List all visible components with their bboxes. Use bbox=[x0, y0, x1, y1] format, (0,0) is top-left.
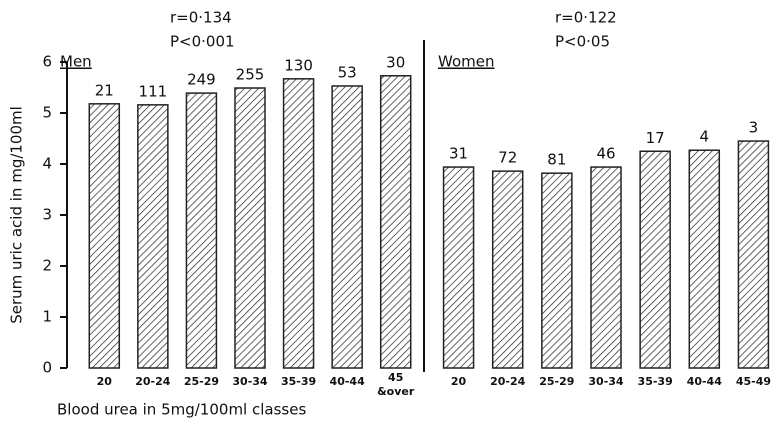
y-axis-label: Serum uric acid in mg/100ml bbox=[8, 106, 26, 324]
panel-title: Women bbox=[438, 53, 494, 71]
bar bbox=[442, 166, 475, 369]
n-label: 53 bbox=[338, 63, 357, 81]
y-tick-label: 5 bbox=[42, 104, 52, 122]
x-axis-label: Blood urea in 5mg/100ml classes bbox=[57, 401, 306, 419]
bar bbox=[234, 87, 266, 369]
annotation: P<0·001 bbox=[170, 33, 235, 51]
x-tick-label: 20-24 bbox=[490, 375, 526, 388]
n-label: 111 bbox=[139, 82, 168, 100]
bar bbox=[491, 170, 524, 369]
y-tick-label: 2 bbox=[42, 257, 52, 275]
bar bbox=[737, 140, 770, 369]
n-label: 30 bbox=[386, 53, 405, 71]
y-tick-label: 3 bbox=[42, 206, 52, 224]
n-label: 21 bbox=[95, 81, 114, 99]
x-tick-label: 30-34 bbox=[232, 375, 268, 388]
n-label: 130 bbox=[284, 56, 313, 74]
bar bbox=[88, 103, 121, 369]
n-label: 17 bbox=[646, 129, 665, 147]
bar bbox=[379, 75, 412, 369]
y-tick-label: 1 bbox=[42, 308, 52, 326]
n-label: 249 bbox=[187, 71, 216, 89]
y-tick-label: 0 bbox=[42, 359, 52, 377]
x-tick-label: 30-34 bbox=[588, 375, 624, 388]
x-tick-label: 20-24 bbox=[135, 375, 171, 388]
x-tick-label: 20 bbox=[97, 375, 113, 388]
n-label: 46 bbox=[596, 145, 615, 163]
bar bbox=[185, 92, 218, 369]
annotation: r=0·122 bbox=[555, 9, 617, 27]
x-tick-label: 35-39 bbox=[638, 375, 673, 388]
n-label: 72 bbox=[498, 149, 517, 167]
bar bbox=[639, 150, 671, 369]
n-label: 255 bbox=[236, 66, 265, 84]
x-tick-label: 35-39 bbox=[281, 375, 316, 388]
x-tick-label: 20 bbox=[451, 375, 467, 388]
x-tick-label: 45-49 bbox=[736, 375, 771, 388]
x-tick-label: 45 &over bbox=[377, 371, 415, 398]
annotation: P<0·05 bbox=[555, 33, 610, 51]
y-tick-label: 4 bbox=[42, 155, 52, 173]
n-label: 81 bbox=[547, 151, 566, 169]
annotation: r=0·134 bbox=[170, 9, 232, 27]
x-tick-label: 25-29 bbox=[184, 375, 219, 388]
x-tick-label: 25-29 bbox=[539, 375, 574, 388]
n-label: 4 bbox=[700, 128, 710, 146]
n-label: 3 bbox=[749, 119, 759, 137]
bar bbox=[331, 85, 363, 369]
bar bbox=[137, 104, 169, 369]
bar bbox=[282, 78, 315, 369]
x-tick-label: 40-44 bbox=[687, 375, 723, 388]
bar bbox=[590, 166, 622, 369]
y-tick-label: 6 bbox=[42, 53, 52, 71]
n-label: 31 bbox=[449, 145, 468, 163]
bar bbox=[541, 172, 573, 369]
x-tick-label: 40-44 bbox=[330, 375, 366, 388]
bar bbox=[688, 149, 721, 369]
